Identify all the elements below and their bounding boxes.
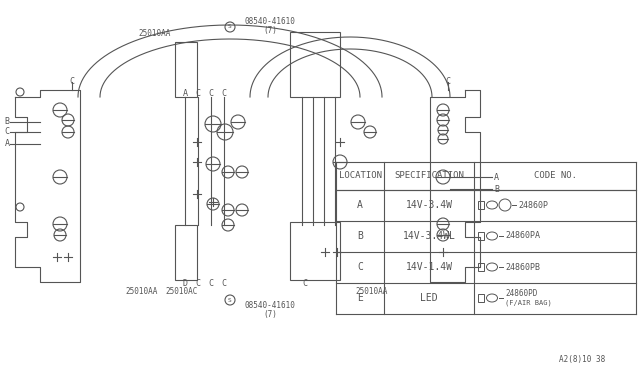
Text: B: B [357, 231, 363, 241]
Text: C: C [357, 262, 363, 272]
Text: D: D [182, 279, 188, 289]
Text: A: A [4, 140, 10, 148]
Text: (7): (7) [263, 26, 277, 35]
Bar [175, 42, 197, 97]
Text: C: C [221, 90, 227, 99]
Text: 25010AA: 25010AA [139, 29, 171, 38]
Text: 14V-1.4W: 14V-1.4W [406, 262, 452, 272]
Text: C: C [209, 279, 214, 289]
Text: (F/AIR BAG): (F/AIR BAG) [505, 300, 552, 306]
Text: A: A [182, 90, 188, 99]
Text: B: B [494, 185, 499, 193]
Text: B: B [4, 118, 10, 126]
Text: C: C [70, 77, 74, 87]
Text: LED: LED [420, 293, 438, 303]
Text: S: S [228, 25, 232, 29]
Bar [175, 225, 197, 280]
Text: 25010AC: 25010AC [166, 288, 198, 296]
Text: LOCATION: LOCATION [339, 171, 381, 180]
Text: C: C [221, 279, 227, 289]
Text: C: C [195, 90, 200, 99]
Text: 24860PD: 24860PD [505, 289, 538, 298]
Text: CODE NO.: CODE NO. [534, 171, 577, 180]
Bar [478, 201, 484, 209]
Text: E: E [357, 293, 363, 303]
Bar [478, 294, 484, 302]
Text: 14V-3.4W: 14V-3.4W [406, 200, 452, 210]
Text: 24860P: 24860P [518, 201, 548, 209]
Text: A: A [357, 200, 363, 210]
Text: A2(8)10 38: A2(8)10 38 [559, 355, 605, 364]
Bar [290, 32, 340, 97]
Text: S: S [228, 298, 232, 302]
Text: 08540-41610: 08540-41610 [244, 17, 296, 26]
Text: (7): (7) [263, 311, 277, 320]
Text: 25010AA: 25010AA [356, 288, 388, 296]
Text: 25010AA: 25010AA [126, 288, 158, 296]
Text: C: C [303, 279, 307, 289]
Text: SPECIFICATION: SPECIFICATION [394, 171, 464, 180]
Bar [478, 263, 484, 271]
Text: C: C [445, 77, 451, 87]
Text: C: C [209, 90, 214, 99]
Text: 24860PB: 24860PB [505, 263, 540, 272]
Text: C: C [4, 128, 10, 137]
Text: 08540-41610: 08540-41610 [244, 301, 296, 311]
Text: 24860PA: 24860PA [505, 231, 540, 241]
Text: 14V-3.4WL: 14V-3.4WL [403, 231, 456, 241]
Bar [290, 222, 340, 280]
Bar [478, 232, 484, 240]
Text: C: C [195, 279, 200, 289]
Text: A: A [494, 173, 499, 182]
